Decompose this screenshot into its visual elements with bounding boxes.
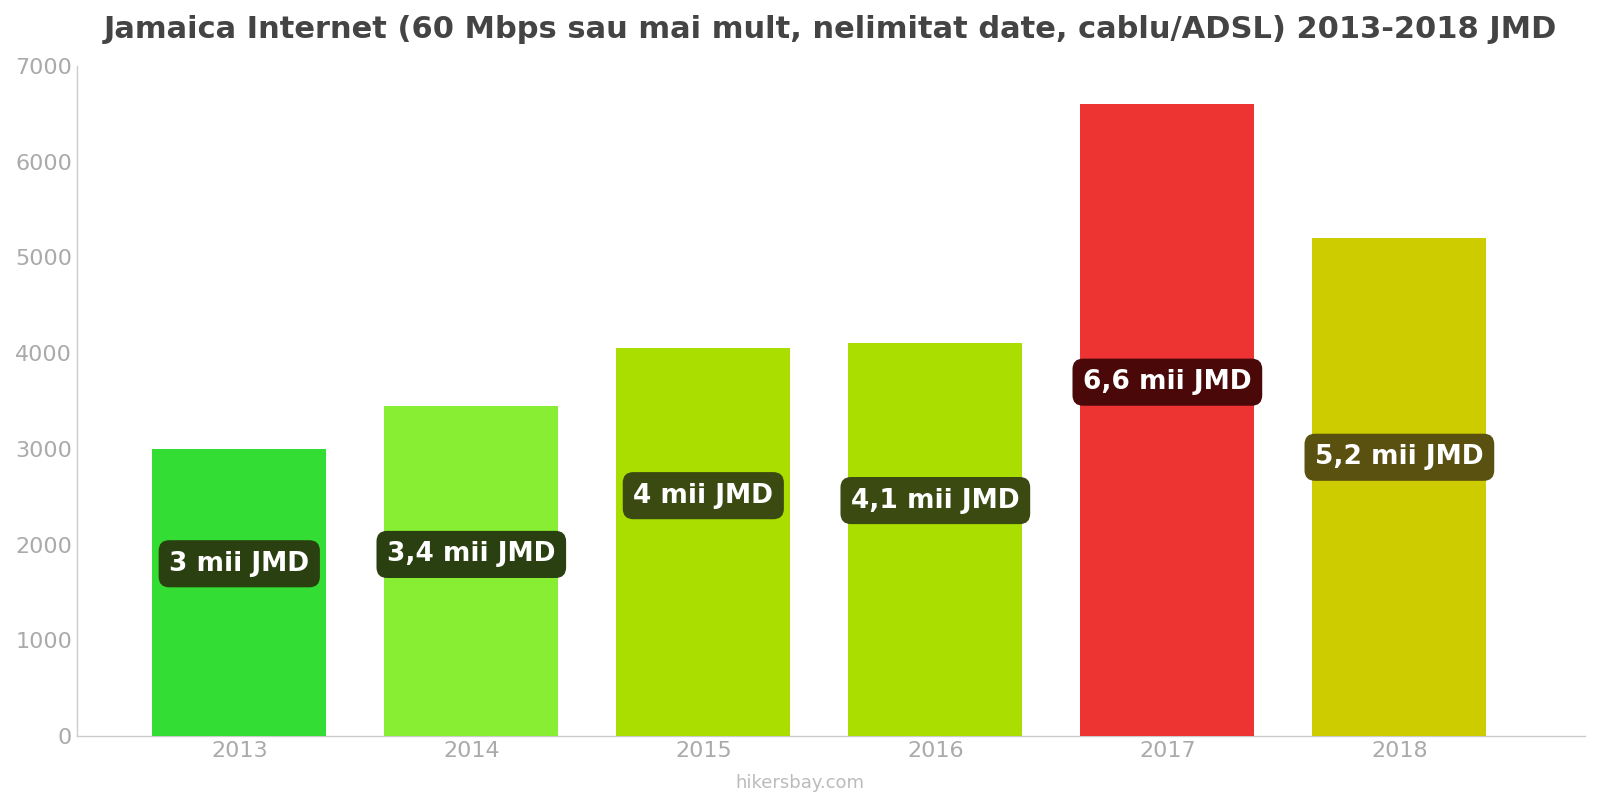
Bar bbox=[1080, 104, 1254, 736]
Bar bbox=[1312, 238, 1486, 736]
Text: 6,6 mii JMD: 6,6 mii JMD bbox=[1083, 369, 1251, 395]
Bar bbox=[152, 449, 326, 736]
Text: 5,2 mii JMD: 5,2 mii JMD bbox=[1315, 444, 1483, 470]
Text: 4,1 mii JMD: 4,1 mii JMD bbox=[851, 487, 1019, 514]
Bar bbox=[616, 348, 790, 736]
Text: 3,4 mii JMD: 3,4 mii JMD bbox=[387, 542, 555, 567]
Text: 4 mii JMD: 4 mii JMD bbox=[634, 482, 773, 509]
Text: hikersbay.com: hikersbay.com bbox=[736, 774, 864, 792]
Text: 3 mii JMD: 3 mii JMD bbox=[170, 550, 309, 577]
Bar bbox=[384, 406, 558, 736]
Title: Jamaica Internet (60 Mbps sau mai mult, nelimitat date, cablu/ADSL) 2013-2018 JM: Jamaica Internet (60 Mbps sau mai mult, … bbox=[104, 15, 1558, 44]
Bar bbox=[848, 343, 1022, 736]
